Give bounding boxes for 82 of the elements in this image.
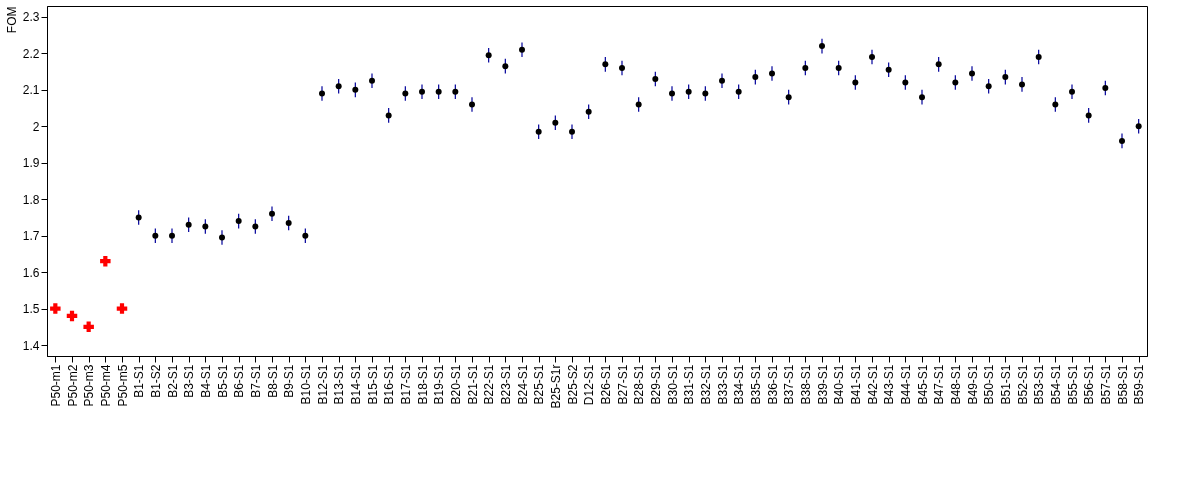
x-tick-label: B2-S1 xyxy=(165,364,180,398)
x-tick-label: B36-S1 xyxy=(765,364,780,405)
x-tick-label: B28-S1 xyxy=(632,364,647,405)
x-tick-label: B24-S1 xyxy=(515,364,530,405)
x-tick-label: B48-S1 xyxy=(948,364,963,405)
x-tick-label: B54-S1 xyxy=(1048,364,1063,405)
point xyxy=(50,303,61,314)
x-tick-label: P50-m5 xyxy=(115,364,130,407)
x-tick-label: B35-S1 xyxy=(748,364,763,405)
x-tick-label: B25-S2 xyxy=(565,364,580,405)
x-tick-label: B10-S1 xyxy=(298,364,313,405)
x-tick-label: B8-S1 xyxy=(265,364,280,398)
x-tick-label: B9-S1 xyxy=(282,364,297,398)
x-tick-label: B15-S1 xyxy=(365,364,380,405)
x-tick-label: B14-S1 xyxy=(348,364,363,405)
x-tick-label: B38-S1 xyxy=(798,364,813,405)
x-tick-label: B4-S1 xyxy=(198,364,213,398)
x-tick-label: B20-S1 xyxy=(448,364,463,405)
x-tick-label: P50-m4 xyxy=(98,364,113,407)
x-tick-label: B40-S1 xyxy=(832,364,847,405)
x-tick-label: B50-S1 xyxy=(982,364,997,405)
x-tick-label: B19-S1 xyxy=(432,364,447,405)
x-tick-label: B21-S1 xyxy=(465,364,480,405)
x-tick-label: B33-S1 xyxy=(715,364,730,405)
x-tick-label: B57-S1 xyxy=(1098,364,1113,405)
x-tick-label: B52-S1 xyxy=(1015,364,1030,405)
point xyxy=(83,321,94,333)
x-tick-label: B58-S1 xyxy=(1115,364,1130,405)
y-tick-label: 1.7 xyxy=(22,229,40,244)
x-tick-label: B37-S1 xyxy=(782,364,797,405)
x-tick-label: B41-S1 xyxy=(848,364,863,405)
x-tick-label: B56-S1 xyxy=(1082,364,1097,405)
x-tick-label: B3-S1 xyxy=(182,364,197,398)
x-tick-label: B27-S1 xyxy=(615,364,630,405)
x-tick-label: B55-S1 xyxy=(1065,364,1080,405)
y-tick-label: 1.9 xyxy=(22,156,40,171)
x-tick-label: B30-S1 xyxy=(665,364,680,405)
y-tick-label: 1.5 xyxy=(22,302,40,317)
x-tick-label: B49-S1 xyxy=(965,364,980,405)
x-tick-label: D12-S1 xyxy=(582,364,597,406)
x-tick-label: B1-S1 xyxy=(132,364,147,398)
x-tick-label: B6-S1 xyxy=(232,364,247,398)
x-tick-label: B59-S1 xyxy=(1132,364,1147,405)
x-tick-label: B1-S2 xyxy=(148,364,163,398)
x-tick-label: B31-S1 xyxy=(682,364,697,405)
x-tick-label: B12-S1 xyxy=(315,364,330,405)
x-tick-label: B5-S1 xyxy=(215,364,230,398)
y-tick-label: 2.3 xyxy=(22,10,40,25)
x-tick-label: B43-S1 xyxy=(882,364,897,405)
x-tick-label: B22-S1 xyxy=(482,364,497,405)
x-tick-label: B51-S1 xyxy=(998,364,1013,405)
y-tick-label: 2 xyxy=(32,119,40,134)
x-tick-label: B44-S1 xyxy=(898,364,913,405)
x-tick-label: B32-S1 xyxy=(698,364,713,405)
y-tick-label: 1.6 xyxy=(22,265,40,280)
x-tick-label: B25-S1 xyxy=(532,364,547,405)
y-tick-label: 2.2 xyxy=(22,46,40,61)
x-tick-label: B16-S1 xyxy=(382,364,397,405)
y-tick-label: 2.1 xyxy=(22,83,40,98)
y-tick-label: 1.8 xyxy=(22,192,40,207)
x-tick-label: P50-m3 xyxy=(82,364,97,407)
x-tick-label: B26-S1 xyxy=(598,364,613,405)
x-tick-label: B47-S1 xyxy=(932,364,947,405)
y-axis-title: FOM xyxy=(4,6,19,34)
x-tick-label: B25-S1r xyxy=(548,364,563,409)
x-tick-label: B34-S1 xyxy=(732,364,747,405)
x-tick-label: B23-S1 xyxy=(498,364,513,405)
y-tick-label: 1.4 xyxy=(22,338,40,353)
x-tick-label: P50-m1 xyxy=(48,364,63,407)
x-tick-label: B42-S1 xyxy=(865,364,880,405)
point xyxy=(66,310,78,322)
x-tick-label: B45-S1 xyxy=(915,364,930,405)
x-tick-label: P50-m2 xyxy=(65,364,80,407)
x-tick-label: B39-S1 xyxy=(815,364,830,405)
x-tick-label: B13-S1 xyxy=(332,364,347,405)
x-tick-label: B29-S1 xyxy=(648,364,663,405)
x-tick-label: B53-S1 xyxy=(1032,364,1047,405)
point xyxy=(116,303,128,314)
x-tick-label: B7-S1 xyxy=(248,364,263,398)
x-tick-label: B17-S1 xyxy=(398,364,413,405)
x-tick-label: B18-S1 xyxy=(415,364,430,405)
point xyxy=(100,255,111,267)
